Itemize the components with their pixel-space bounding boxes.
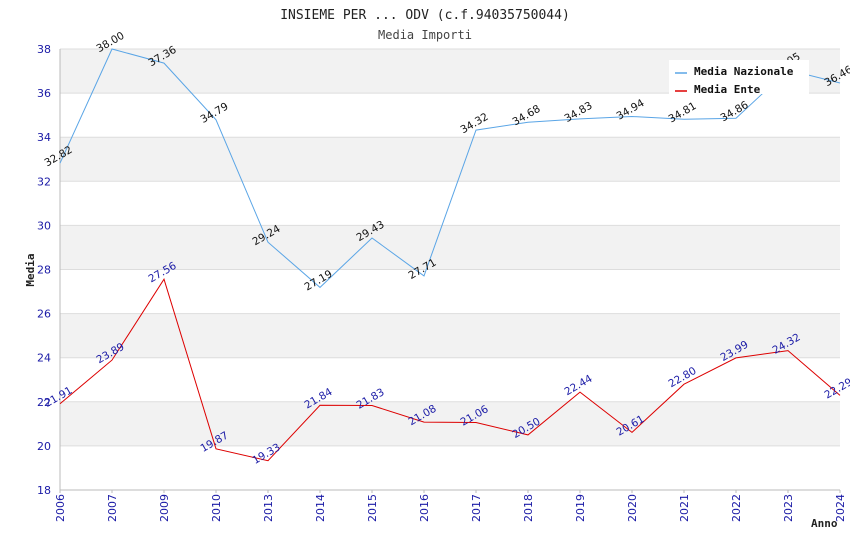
legend-box <box>669 60 809 94</box>
y-tick-label: 36 <box>37 87 51 100</box>
data-label: 22.80 <box>666 365 698 390</box>
grid-band <box>60 137 840 182</box>
legend: Media Nazionale Media Ente <box>669 60 809 96</box>
x-tick-label: 2006 <box>54 494 67 522</box>
legend-label-media-nazionale: Media Nazionale <box>694 65 794 78</box>
x-tick-label: 2024 <box>834 494 847 522</box>
data-label: 34.86 <box>718 99 750 125</box>
data-label: 27.19 <box>302 268 334 293</box>
chart-subtitle: Media Importi <box>378 28 472 42</box>
data-label: 34.68 <box>510 103 542 128</box>
y-tick-label: 20 <box>37 440 51 453</box>
x-tick-label: 2023 <box>782 494 795 522</box>
x-tick-label: 2015 <box>366 494 379 522</box>
x-tick-label: 2022 <box>730 494 743 522</box>
grid-band <box>60 313 840 358</box>
y-tick-label: 24 <box>37 352 51 365</box>
series-line-media-ente <box>59 278 841 462</box>
y-tick-label: 26 <box>37 308 51 321</box>
grid-band <box>60 401 840 446</box>
series-line-media-nazionale <box>59 48 841 289</box>
x-tick-label: 2020 <box>626 494 639 522</box>
grid-band <box>60 225 840 270</box>
x-tick-label: 2013 <box>262 494 275 522</box>
x-tick-label: 2007 <box>106 494 119 522</box>
y-axis-ticks: 18 20 22 24 26 28 30 32 34 36 38 <box>37 43 51 497</box>
y-tick-label: 28 <box>37 264 51 277</box>
chart-title: INSIEME PER ... ODV (c.f.94035750044) <box>280 8 570 23</box>
y-tick-label: 32 <box>37 175 51 188</box>
data-label: 34.81 <box>666 100 698 125</box>
x-tick-label: 2021 <box>678 494 691 522</box>
x-tick-label: 2017 <box>470 494 483 522</box>
x-tick-label: 2014 <box>314 494 327 522</box>
grid-bands <box>60 49 840 446</box>
y-tick-label: 22 <box>37 396 51 409</box>
y-tick-label: 18 <box>37 484 51 497</box>
data-label: 34.32 <box>458 111 490 136</box>
x-axis-ticks: 2006 2007 2009 2010 2013 2014 2015 2016 2017 2018… <box>54 490 847 522</box>
grid-lines <box>60 48 840 491</box>
x-tick-label: 2010 <box>210 494 223 522</box>
x-tick-label: 2018 <box>522 494 535 522</box>
legend-label-media-ente: Media Ente <box>694 83 761 96</box>
x-axis-label: Anno <box>811 517 838 530</box>
y-tick-label: 38 <box>37 43 51 56</box>
data-label: 22.29 <box>822 376 850 401</box>
y-tick-label: 30 <box>37 219 51 232</box>
y-axis-label: Media <box>24 253 37 286</box>
data-label: 22.44 <box>562 373 594 399</box>
data-label: 34.83 <box>562 100 594 125</box>
x-tick-label: 2016 <box>418 494 431 522</box>
x-tick-label: 2009 <box>158 494 171 522</box>
x-tick-label: 2019 <box>574 494 587 522</box>
y-tick-label: 34 <box>37 131 51 144</box>
data-label: 34.94 <box>614 97 646 123</box>
data-label: 34.79 <box>198 100 230 125</box>
